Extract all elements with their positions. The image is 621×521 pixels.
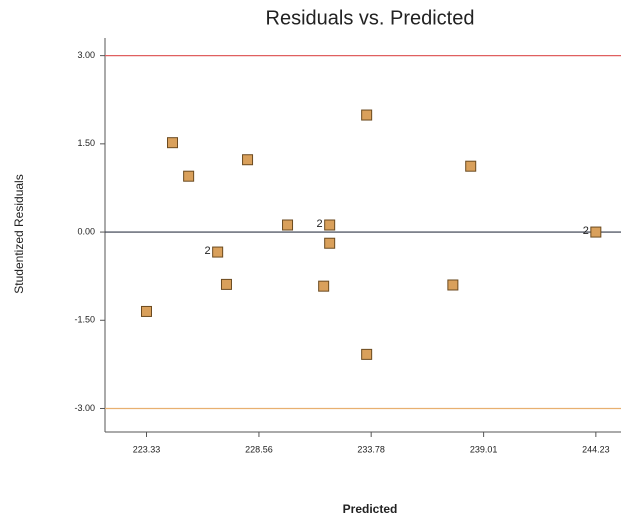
x-tick-label: 228.56 [245,444,273,454]
point [183,170,195,182]
point [140,305,152,317]
y-axis-label: Studentized Residuals [12,174,26,293]
point [465,160,477,172]
point [318,280,330,292]
point [242,154,254,166]
point-label: 2 [583,225,589,237]
chart-title: Residuals vs. Predicted [266,7,475,29]
point [590,226,602,238]
x-axis-label: Predicted [343,502,398,516]
x-tick-label: 244.23 [582,444,610,454]
point [167,137,179,149]
y-tick-label: -3.00 [74,403,95,413]
point [212,246,224,258]
y-tick-label: 0.00 [77,226,95,236]
point-label: 2 [205,245,211,257]
point [282,219,294,231]
y-tick-label: 3.00 [77,50,95,60]
point [324,219,336,231]
y-tick-label: -1.50 [74,315,95,325]
x-tick-label: 223.33 [133,444,161,454]
point [220,278,232,290]
x-tick-label: 239.01 [470,444,498,454]
x-tick-label: 233.78 [357,444,385,454]
point [361,109,373,121]
point [324,237,336,249]
point-label: 2 [317,218,323,230]
y-tick-label: 1.50 [77,138,95,148]
point [447,279,459,291]
point [361,348,373,360]
